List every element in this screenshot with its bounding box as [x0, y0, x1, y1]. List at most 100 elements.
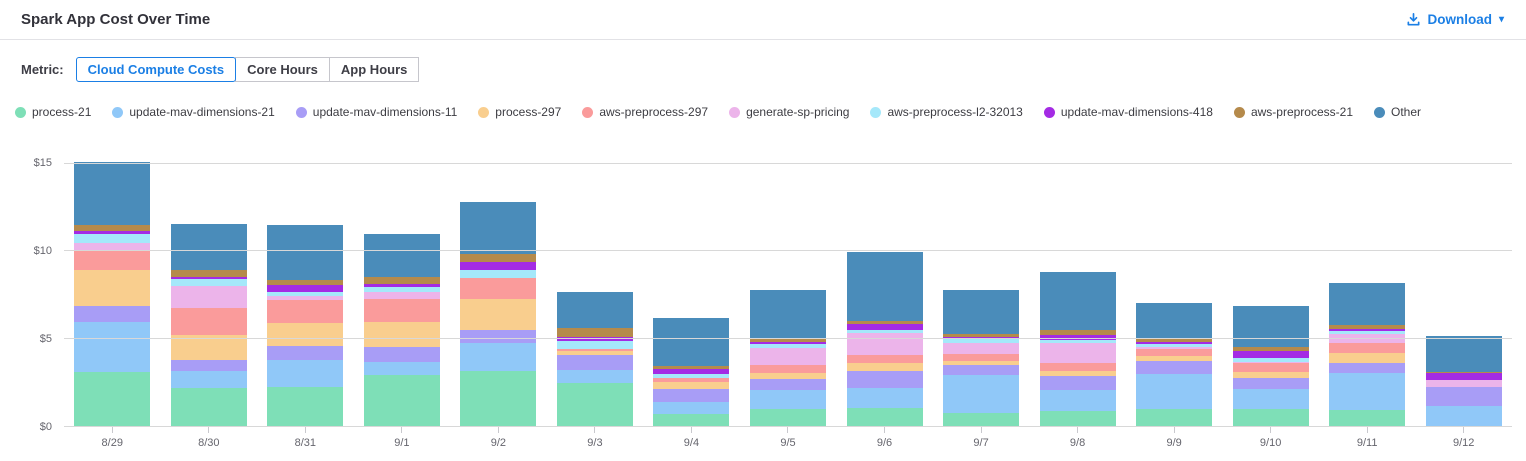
- bar-segment-aws-preprocess-21[interactable]: [1136, 339, 1213, 342]
- bar-segment-generate-sp-pricing[interactable]: [363, 292, 440, 300]
- bar-segment-update-mav-dimensions-418[interactable]: [460, 262, 537, 270]
- bar-segment-update-mav-dimensions-11[interactable]: [1232, 377, 1309, 390]
- bar-segment-other[interactable]: [1039, 272, 1116, 331]
- bar-segment-process-21[interactable]: [653, 413, 730, 427]
- bar-segment-aws-preprocess-297[interactable]: [460, 278, 537, 300]
- legend-item-update-mav-dimensions-11[interactable]: update-mav-dimensions-11: [295, 105, 457, 119]
- bar-segment-aws-preprocess-l2-32013[interactable]: [846, 330, 923, 333]
- bar-segment-update-mav-dimensions-418[interactable]: [653, 368, 730, 375]
- bar-segment-update-mav-dimensions-11[interactable]: [1039, 375, 1116, 391]
- bar-segment-aws-preprocess-297[interactable]: [749, 364, 826, 374]
- bar-segment-other[interactable]: [1329, 282, 1406, 325]
- bar-segment-aws-preprocess-21[interactable]: [460, 253, 537, 263]
- bar-segment-process-21[interactable]: [460, 370, 537, 427]
- bar-segment-process-21[interactable]: [943, 412, 1020, 427]
- bar-segment-process-297[interactable]: [1232, 372, 1309, 378]
- bar-segment-process-21[interactable]: [1136, 409, 1213, 427]
- bar-segment-update-mav-dimensions-11[interactable]: [1136, 361, 1213, 375]
- bar-segment-update-mav-dimensions-11[interactable]: [363, 346, 440, 362]
- bar-segment-process-297[interactable]: [267, 323, 344, 347]
- bar-segment-process-297[interactable]: [556, 351, 633, 355]
- bar-segment-other[interactable]: [74, 162, 151, 225]
- tab-cloud-compute-costs[interactable]: Cloud Compute Costs: [75, 57, 237, 82]
- legend-item-aws-preprocess-l2-32013[interactable]: aws-preprocess-l2-32013: [870, 105, 1023, 119]
- bar-segment-aws-preprocess-21[interactable]: [1039, 330, 1116, 335]
- bar-segment-update-mav-dimensions-418[interactable]: [1232, 350, 1309, 359]
- bar-segment-other[interactable]: [460, 201, 537, 254]
- bar-segment-update-mav-dimensions-418[interactable]: [170, 276, 247, 280]
- bar-segment-aws-preprocess-21[interactable]: [170, 269, 247, 277]
- bar-segment-aws-preprocess-297[interactable]: [653, 377, 730, 383]
- bar-segment-aws-preprocess-l2-32013[interactable]: [1232, 358, 1309, 362]
- bar-segment-aws-preprocess-297[interactable]: [363, 299, 440, 323]
- legend-item-process-21[interactable]: process-21: [15, 105, 91, 119]
- bar-segment-process-21[interactable]: [1039, 411, 1116, 427]
- bar-segment-update-mav-dimensions-418[interactable]: [74, 230, 151, 235]
- bar-segment-aws-preprocess-297[interactable]: [1329, 342, 1406, 354]
- bar-segment-update-mav-dimensions-418[interactable]: [846, 324, 923, 331]
- bar-segment-aws-preprocess-21[interactable]: [74, 224, 151, 231]
- bar-segment-update-mav-dimensions-21[interactable]: [460, 342, 537, 371]
- bar-segment-update-mav-dimensions-21[interactable]: [846, 388, 923, 408]
- bar-segment-aws-preprocess-297[interactable]: [1039, 362, 1116, 371]
- legend-item-other[interactable]: Other: [1374, 105, 1421, 119]
- legend-item-update-mav-dimensions-418[interactable]: update-mav-dimensions-418: [1043, 105, 1213, 119]
- bar-segment-update-mav-dimensions-21[interactable]: [363, 361, 440, 376]
- bar-segment-other[interactable]: [1232, 305, 1309, 347]
- bar-segment-process-21[interactable]: [170, 388, 247, 427]
- bar-segment-process-297[interactable]: [653, 382, 730, 390]
- bar-segment-update-mav-dimensions-21[interactable]: [556, 369, 633, 383]
- bar-segment-process-297[interactable]: [1039, 370, 1116, 376]
- bar-segment-generate-sp-pricing[interactable]: [267, 295, 344, 301]
- bar-segment-aws-preprocess-21[interactable]: [846, 320, 923, 325]
- bar-segment-process-21[interactable]: [1329, 410, 1406, 427]
- bar-segment-update-mav-dimensions-21[interactable]: [170, 370, 247, 389]
- bar-segment-update-mav-dimensions-11[interactable]: [943, 364, 1020, 376]
- bar-segment-update-mav-dimensions-418[interactable]: [749, 341, 826, 345]
- bar-segment-update-mav-dimensions-21[interactable]: [1425, 405, 1502, 427]
- bar-segment-update-mav-dimensions-11[interactable]: [653, 389, 730, 402]
- bar-segment-process-21[interactable]: [363, 375, 440, 427]
- bar-segment-aws-preprocess-21[interactable]: [556, 327, 633, 338]
- legend-item-update-mav-dimensions-21[interactable]: update-mav-dimensions-21: [112, 105, 275, 119]
- bar-segment-other[interactable]: [170, 223, 247, 270]
- legend-item-process-297[interactable]: process-297: [478, 105, 561, 119]
- bar-segment-generate-sp-pricing[interactable]: [1039, 342, 1116, 363]
- bar-segment-update-mav-dimensions-11[interactable]: [460, 330, 537, 343]
- bar-segment-update-mav-dimensions-418[interactable]: [1039, 334, 1116, 340]
- bar-segment-aws-preprocess-297[interactable]: [1136, 348, 1213, 356]
- legend-item-aws-preprocess-21[interactable]: aws-preprocess-21: [1233, 105, 1353, 119]
- bar-segment-aws-preprocess-21[interactable]: [1329, 325, 1406, 329]
- bar-segment-other[interactable]: [1425, 336, 1502, 373]
- bar-segment-aws-preprocess-l2-32013[interactable]: [267, 292, 344, 296]
- bar-segment-update-mav-dimensions-11[interactable]: [1329, 362, 1406, 374]
- bar-segment-aws-preprocess-297[interactable]: [1232, 362, 1309, 373]
- bar-segment-update-mav-dimensions-418[interactable]: [363, 283, 440, 288]
- bar-segment-process-21[interactable]: [749, 408, 826, 427]
- download-button[interactable]: Download ▾: [1400, 11, 1510, 28]
- bar-segment-process-21[interactable]: [1232, 409, 1309, 427]
- bar-segment-generate-sp-pricing[interactable]: [1136, 346, 1213, 349]
- bar-segment-aws-preprocess-l2-32013[interactable]: [1039, 339, 1116, 343]
- legend-item-aws-preprocess-297[interactable]: aws-preprocess-297: [582, 105, 708, 119]
- bar-segment-aws-preprocess-297[interactable]: [170, 308, 247, 335]
- bar-segment-process-297[interactable]: [460, 299, 537, 331]
- bar-segment-aws-preprocess-297[interactable]: [556, 348, 633, 352]
- bar-segment-process-21[interactable]: [846, 407, 923, 427]
- bar-segment-generate-sp-pricing[interactable]: [943, 342, 1020, 354]
- bar-segment-aws-preprocess-l2-32013[interactable]: [1329, 331, 1406, 334]
- bar-segment-other[interactable]: [943, 289, 1020, 334]
- bar-segment-other[interactable]: [846, 251, 923, 321]
- bar-segment-update-mav-dimensions-11[interactable]: [556, 354, 633, 370]
- bar-segment-other[interactable]: [267, 224, 344, 281]
- bar-segment-generate-sp-pricing[interactable]: [170, 286, 247, 309]
- bar-segment-update-mav-dimensions-21[interactable]: [1329, 373, 1406, 411]
- bar-segment-process-21[interactable]: [267, 387, 344, 427]
- bar-segment-aws-preprocess-21[interactable]: [1425, 372, 1502, 374]
- bar-segment-aws-preprocess-297[interactable]: [74, 251, 151, 270]
- bar-segment-aws-preprocess-297[interactable]: [267, 300, 344, 324]
- bar-segment-aws-preprocess-l2-32013[interactable]: [556, 340, 633, 349]
- bar-segment-other[interactable]: [363, 234, 440, 278]
- bar-segment-aws-preprocess-21[interactable]: [943, 333, 1020, 338]
- tab-core-hours[interactable]: Core Hours: [235, 57, 330, 82]
